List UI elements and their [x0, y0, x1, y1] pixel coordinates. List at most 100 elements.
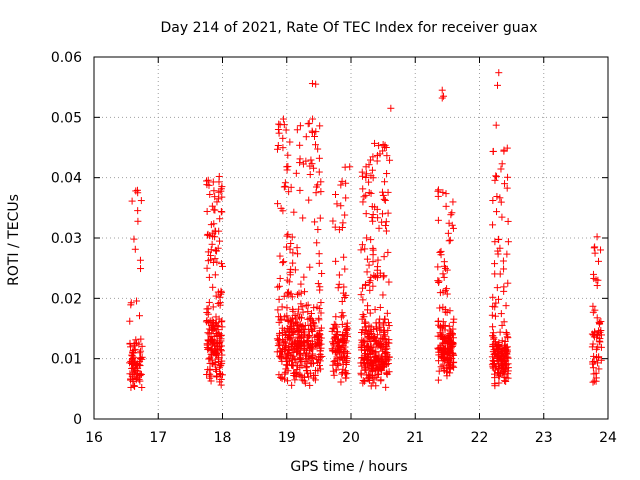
data-point	[205, 181, 213, 189]
data-point	[445, 219, 453, 227]
data-point	[373, 356, 381, 364]
data-point	[590, 352, 598, 360]
data-point	[503, 361, 511, 369]
data-point	[381, 341, 389, 349]
data-point	[284, 230, 292, 238]
data-point	[332, 191, 340, 199]
data-point	[373, 205, 381, 213]
data-point	[283, 357, 291, 365]
data-point	[316, 283, 324, 291]
data-point	[294, 310, 302, 318]
data-point	[211, 193, 219, 201]
data-point	[597, 246, 605, 254]
data-point	[369, 282, 377, 290]
data-point	[446, 307, 454, 315]
data-point	[597, 326, 605, 334]
data-point	[374, 214, 382, 222]
data-point	[216, 370, 224, 378]
data-point	[342, 353, 350, 361]
data-point	[440, 262, 448, 270]
data-point	[294, 346, 302, 354]
x-tick-label: 24	[599, 430, 617, 446]
data-point	[597, 343, 605, 351]
data-point	[130, 353, 138, 361]
data-point	[291, 266, 299, 274]
data-point	[380, 328, 388, 336]
data-point	[294, 362, 302, 370]
data-point	[216, 237, 224, 245]
data-point	[315, 154, 323, 162]
data-point	[136, 312, 144, 320]
data-point	[372, 374, 380, 382]
data-point	[359, 377, 367, 385]
data-point	[594, 257, 602, 265]
data-point	[360, 193, 368, 201]
data-point	[131, 362, 139, 370]
data-point	[289, 356, 297, 364]
data-point	[445, 237, 453, 245]
data-point	[437, 341, 445, 349]
data-point	[330, 320, 338, 328]
data-point	[286, 138, 294, 146]
data-point	[491, 380, 499, 388]
data-point	[383, 309, 391, 317]
data-point	[369, 359, 377, 367]
data-point	[284, 291, 292, 299]
data-point	[365, 333, 373, 341]
data-point	[501, 180, 509, 188]
data-point	[335, 342, 343, 350]
data-point	[128, 197, 136, 205]
data-point	[443, 290, 451, 298]
y-axis-label: ROTI / TECUs	[6, 194, 22, 286]
data-point	[273, 145, 281, 153]
data-point	[338, 177, 346, 185]
data-point	[290, 208, 298, 216]
data-point	[376, 326, 384, 334]
data-point	[438, 347, 446, 355]
data-point	[295, 339, 303, 347]
data-point	[274, 200, 282, 208]
data-point	[296, 186, 304, 194]
data-point	[441, 356, 449, 364]
data-point	[312, 80, 320, 88]
data-point	[447, 338, 455, 346]
data-point	[206, 317, 214, 325]
data-point	[363, 306, 371, 314]
data-point	[338, 297, 346, 305]
data-point	[450, 363, 458, 371]
data-point	[218, 317, 226, 325]
data-point	[493, 192, 501, 200]
data-point	[490, 335, 498, 343]
y-tick-labels: 0 0.01 0.02 0.03 0.04 0.05 0.06	[51, 50, 82, 428]
data-point	[204, 310, 212, 318]
data-point	[371, 334, 379, 342]
data-point	[338, 370, 346, 378]
data-point	[308, 327, 316, 335]
data-point	[363, 371, 371, 379]
data-point	[280, 292, 288, 300]
data-point	[439, 188, 447, 196]
data-point	[498, 321, 506, 329]
data-point	[384, 319, 392, 327]
data-point	[298, 342, 306, 350]
data-point	[373, 339, 381, 347]
data-point	[302, 157, 310, 165]
data-point	[132, 376, 140, 384]
data-point	[337, 378, 345, 386]
data-point	[313, 239, 321, 247]
data-point	[330, 371, 338, 379]
data-point	[504, 374, 512, 382]
data-point	[342, 374, 350, 382]
data-point	[437, 251, 445, 259]
data-point	[283, 304, 291, 312]
data-point	[317, 299, 325, 307]
data-point	[289, 345, 297, 353]
data-point	[449, 224, 457, 232]
data-point	[496, 328, 504, 336]
data-point	[589, 308, 597, 316]
data-point	[386, 156, 394, 164]
data-point	[362, 210, 370, 218]
data-point	[382, 227, 390, 235]
data-point	[274, 306, 282, 314]
data-point	[215, 188, 223, 196]
